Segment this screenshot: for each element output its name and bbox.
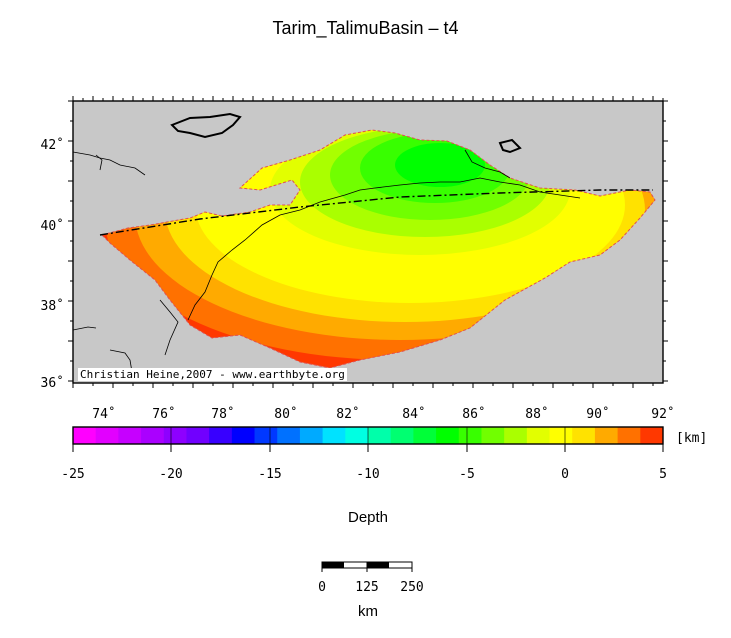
scalebar-unit: km	[358, 603, 378, 620]
map-frame	[72, 100, 664, 384]
colorbar-cell	[458, 427, 482, 444]
scalebar-label-125: 125	[355, 580, 379, 595]
basin-outline	[101, 129, 656, 369]
lat-label-38: 38˚	[40, 299, 64, 314]
colorbar-cell	[186, 427, 210, 444]
scalebar	[321, 561, 413, 572]
colorbar-cell	[299, 427, 324, 444]
lon-label-84: 84˚	[402, 407, 426, 422]
colorbar-cell	[549, 427, 573, 444]
lon-label-92: 92˚	[651, 407, 675, 422]
map-frame-ticks	[68, 96, 668, 388]
colorbar-cell	[231, 427, 256, 444]
colorbar-cell	[163, 427, 187, 444]
colorbar-cell	[322, 427, 346, 444]
lon-label-74: 74˚	[92, 407, 116, 422]
colorbar-ticks	[72, 427, 664, 452]
colorbar-cell	[436, 427, 460, 444]
map-title: Tarim_TalimuBasin – t4	[272, 18, 459, 38]
colorbar-unit: [km]	[676, 431, 708, 446]
colorbar-cell	[640, 427, 664, 444]
colorbar-cell	[345, 427, 369, 444]
lon-label-88: 88˚	[525, 407, 549, 422]
colorbar-cell	[254, 427, 278, 444]
colorbar-cell	[209, 427, 233, 444]
scalebar-label-0: 0	[318, 580, 326, 595]
section-line	[99, 189, 653, 236]
colorbar-label-m25: -25	[61, 467, 85, 482]
colorbar-cell	[141, 427, 165, 444]
lat-label-36: 36˚	[40, 376, 64, 391]
colorbar-cell	[617, 427, 641, 444]
colorbar-title: Depth	[347, 509, 389, 526]
lake-issyk-kul	[170, 112, 242, 139]
colorbar-cell	[526, 427, 551, 444]
colorbar-cell	[572, 427, 596, 444]
colorbar-label-m5: -5	[459, 467, 475, 482]
colorbar-cell	[73, 427, 97, 444]
colorbar-cell	[481, 427, 505, 444]
colorbar-cell	[95, 427, 119, 444]
lon-label-86: 86˚	[462, 407, 486, 422]
colorbar-cell	[368, 427, 392, 444]
lon-label-78: 78˚	[211, 407, 235, 422]
lake-bosten	[498, 138, 522, 154]
borders	[72, 149, 581, 373]
colorbar-label-m20: -20	[159, 467, 183, 482]
lon-label-80: 80˚	[274, 407, 298, 422]
colorbar-cell	[594, 427, 619, 444]
lon-label-90: 90˚	[586, 407, 610, 422]
lat-label-40: 40˚	[40, 219, 64, 234]
lat-label-42: 42˚	[40, 138, 64, 153]
credit-text: Christian Heine,2007 - www.earthbyte.org	[78, 368, 347, 381]
colorbar-cell	[390, 427, 414, 444]
lon-label-76: 76˚	[152, 407, 176, 422]
colorbar-cell	[504, 427, 528, 444]
colorbar-label-m10: -10	[356, 467, 380, 482]
colorbar-cell	[413, 427, 437, 444]
scalebar-label-250: 250	[400, 580, 424, 595]
colorbar-cell	[277, 427, 301, 444]
colorbar-cell	[118, 427, 142, 444]
colorbar-label-0: 0	[561, 467, 569, 482]
lon-label-82: 82˚	[336, 407, 360, 422]
colorbar-label-m15: -15	[258, 467, 282, 482]
colorbar	[73, 427, 664, 444]
colorbar-label-5: 5	[659, 467, 667, 482]
